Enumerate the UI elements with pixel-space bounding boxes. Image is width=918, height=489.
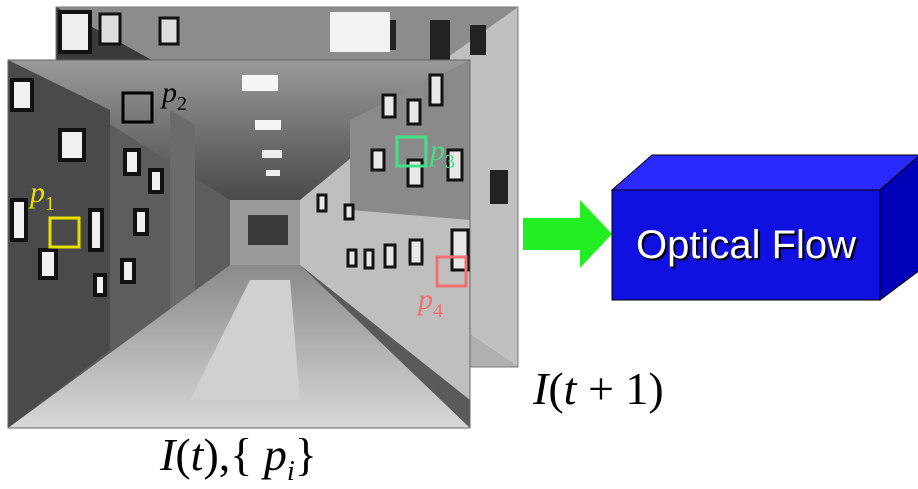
optical-flow-label: Optical Flow	[635, 222, 857, 267]
point-box-p1	[48, 216, 81, 249]
caption-next-frame: I(t + 1)	[533, 363, 664, 414]
point-box-p2	[121, 91, 154, 124]
frame-current	[7, 59, 471, 429]
point-box-p3	[395, 135, 428, 168]
optical-flow-block	[610, 154, 918, 301]
point-label-p2: p2	[162, 76, 187, 115]
point-label-p1: p1	[30, 176, 55, 215]
caption-current-frame: I(t),{ pi}	[160, 429, 317, 487]
point-label-p4: p4	[418, 283, 443, 322]
point-box-p4	[435, 255, 468, 288]
point-label-p3: p3	[430, 134, 455, 173]
flow-arrow	[523, 200, 612, 268]
